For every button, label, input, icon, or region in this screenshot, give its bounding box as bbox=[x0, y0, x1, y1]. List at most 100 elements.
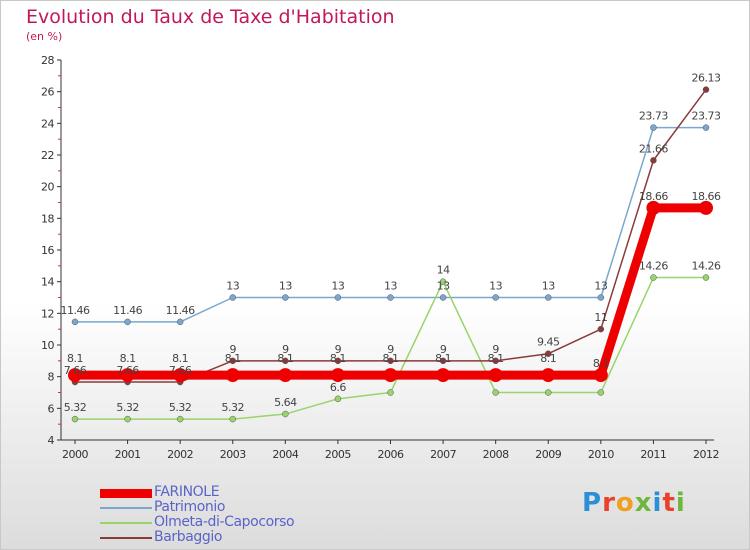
data-point bbox=[702, 274, 710, 281]
data-point bbox=[702, 124, 710, 131]
x-tick-label: 2006 bbox=[378, 448, 404, 461]
legend-swatch bbox=[100, 489, 152, 498]
legend-swatch bbox=[100, 507, 152, 509]
logo-letter: r bbox=[602, 488, 616, 518]
data-label: 7.66 bbox=[64, 364, 87, 377]
proxiti-logo: Proxiti bbox=[582, 488, 686, 518]
data-point bbox=[650, 274, 657, 281]
data-point bbox=[71, 415, 79, 423]
data-label: 13 bbox=[384, 280, 397, 293]
logo-letter: P bbox=[582, 488, 603, 518]
data-point bbox=[593, 368, 608, 383]
data-label: 21.66 bbox=[639, 142, 668, 155]
data-label: 11.46 bbox=[61, 304, 90, 317]
y-tick-label: 24 bbox=[41, 117, 54, 130]
data-label: 8.1 bbox=[120, 352, 136, 365]
data-label: 7.66 bbox=[116, 364, 139, 377]
y-tick-label: 4 bbox=[48, 434, 55, 447]
logo-letter: i bbox=[652, 488, 663, 518]
data-point bbox=[68, 368, 82, 383]
data-point bbox=[173, 368, 188, 383]
data-point bbox=[650, 157, 657, 164]
x-tick-label: 2012 bbox=[693, 448, 719, 461]
data-label: 6.6 bbox=[330, 381, 346, 394]
data-point bbox=[646, 200, 661, 215]
x-tick-label: 2001 bbox=[115, 448, 141, 461]
data-point bbox=[176, 318, 184, 326]
data-label: 8.1 bbox=[330, 352, 346, 365]
x-tick-label: 2004 bbox=[272, 448, 298, 461]
data-label: 23.73 bbox=[639, 110, 668, 123]
y-tick-label: 28 bbox=[41, 54, 54, 67]
data-label: 5.32 bbox=[116, 401, 139, 414]
y-tick-label: 12 bbox=[41, 307, 54, 320]
data-label: 9 bbox=[282, 343, 289, 356]
data-label: 14 bbox=[437, 264, 450, 277]
y-tick-label: 22 bbox=[41, 149, 54, 162]
data-label: 9 bbox=[230, 343, 237, 356]
y-tick-label: 8 bbox=[48, 371, 55, 384]
data-point bbox=[282, 357, 289, 365]
data-label: 5.32 bbox=[169, 401, 192, 414]
data-label: 9 bbox=[492, 343, 499, 356]
data-point bbox=[488, 368, 503, 383]
x-tick-label: 2007 bbox=[430, 448, 456, 461]
data-point bbox=[278, 368, 293, 383]
data-label: 8.1 bbox=[540, 352, 556, 365]
data-label: 8.1 bbox=[225, 352, 241, 365]
data-label: 11.46 bbox=[166, 304, 195, 317]
data-label: 5.64 bbox=[274, 396, 297, 409]
data-point bbox=[334, 294, 342, 301]
data-point bbox=[702, 86, 710, 93]
logo-letter: i bbox=[675, 488, 686, 518]
data-point bbox=[492, 357, 499, 365]
data-point bbox=[439, 294, 447, 301]
data-point bbox=[492, 294, 499, 301]
data-point bbox=[387, 357, 394, 365]
data-label: 11.46 bbox=[113, 304, 142, 317]
data-label: 8.1 bbox=[383, 352, 399, 365]
x-tick-label: 2002 bbox=[167, 448, 193, 461]
data-point bbox=[545, 350, 552, 357]
data-label: 8.1 bbox=[277, 352, 293, 365]
logo-letter: o bbox=[615, 488, 635, 518]
y-tick-label: 18 bbox=[41, 212, 54, 225]
y-tick-label: 14 bbox=[41, 276, 54, 289]
data-point bbox=[439, 357, 447, 365]
data-point bbox=[334, 395, 342, 403]
legend-label: Patrimonio bbox=[154, 499, 226, 515]
data-point bbox=[436, 368, 451, 383]
data-label: 18.66 bbox=[692, 190, 721, 203]
y-tick-label: 20 bbox=[41, 181, 54, 194]
y-tick-label: 10 bbox=[41, 339, 54, 352]
data-point bbox=[439, 278, 447, 285]
data-point bbox=[229, 357, 236, 365]
data-label: 5.32 bbox=[222, 401, 245, 414]
data-label: 8.1 bbox=[172, 352, 188, 365]
data-label: 8.1 bbox=[488, 352, 504, 365]
x-tick-label: 2008 bbox=[483, 448, 509, 461]
legend-label: FARINOLE bbox=[154, 484, 220, 500]
y-tick-label: 16 bbox=[41, 244, 54, 257]
data-label: 5.32 bbox=[64, 401, 87, 414]
series-line-patrimonio bbox=[74, 126, 707, 323]
x-tick-label: 2003 bbox=[220, 448, 246, 461]
data-point bbox=[120, 368, 135, 383]
data-label: 9.45 bbox=[537, 336, 560, 349]
data-label: 13 bbox=[489, 280, 502, 293]
data-point bbox=[545, 294, 552, 301]
data-point bbox=[229, 415, 236, 423]
data-label: 26.13 bbox=[692, 72, 721, 85]
data-label: 13 bbox=[437, 280, 450, 293]
y-tick-label: 26 bbox=[41, 86, 54, 99]
x-tick-label: 2005 bbox=[325, 448, 351, 461]
data-label: 7.66 bbox=[169, 364, 192, 377]
data-label: 11 bbox=[594, 311, 607, 324]
data-point bbox=[597, 389, 605, 396]
data-point bbox=[330, 368, 345, 383]
x-tick-label: 2000 bbox=[62, 448, 88, 461]
data-point bbox=[71, 318, 79, 326]
data-point bbox=[387, 294, 394, 301]
